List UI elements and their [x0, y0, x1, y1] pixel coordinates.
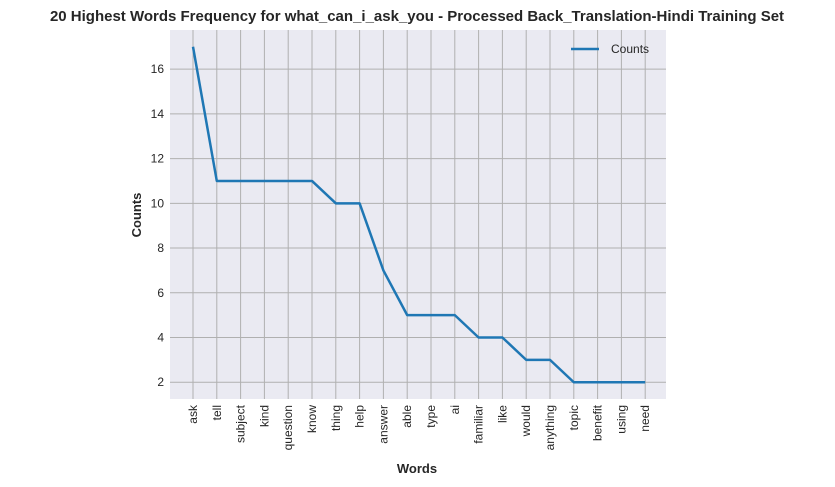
y-tick-label: 10	[151, 196, 165, 210]
x-axis-label: Words	[397, 461, 437, 476]
x-tick-label-help: help	[353, 405, 367, 428]
x-tick-label-benefit: benefit	[591, 404, 605, 441]
legend: Counts	[571, 42, 649, 56]
x-tick-label-ask: ask	[186, 404, 200, 424]
x-tick-label-need: need	[638, 405, 652, 432]
series-line-counts	[191, 46, 646, 384]
series-layer	[191, 46, 646, 384]
x-tick-label-subject: subject	[234, 404, 248, 443]
x-tick-label-familiar: familiar	[472, 405, 486, 444]
x-tick-label-tell: tell	[210, 405, 224, 420]
x-axis-ticks: ask tell subject kind question know thing help a…	[186, 404, 652, 450]
y-axis-label: Counts	[129, 193, 144, 238]
chart-title: 20 Highest Words Frequency for what_can_…	[50, 8, 784, 25]
x-tick-label-like: like	[495, 405, 509, 423]
y-tick-label: 14	[151, 107, 165, 121]
x-tick-label-thing: thing	[329, 405, 343, 431]
x-tick-label-using: using	[614, 405, 628, 434]
x-tick-label-would: would	[519, 405, 533, 437]
x-tick-label-question: question	[281, 405, 295, 450]
x-tick-label-type: type	[424, 405, 438, 428]
legend-label-counts: Counts	[611, 42, 649, 56]
y-tick-label: 16	[151, 62, 165, 76]
x-tick-label-know: know	[305, 405, 319, 433]
y-axis-ticks: 2 4 6 8 10 12 14 16	[151, 62, 165, 389]
y-tick-label: 6	[157, 286, 164, 300]
plot-area	[170, 30, 666, 399]
x-tick-label-topic: topic	[567, 405, 581, 430]
y-tick-label: 4	[157, 331, 164, 345]
x-tick-label-ai: ai	[448, 405, 462, 414]
y-tick-label: 8	[157, 241, 164, 255]
y-tick-label: 12	[151, 152, 165, 166]
y-tick-label: 2	[157, 375, 164, 389]
x-tick-label-answer: answer	[376, 405, 390, 444]
x-tick-label-able: able	[400, 405, 414, 428]
x-tick-label-anything: anything	[543, 405, 557, 450]
x-tick-label-kind: kind	[257, 405, 271, 427]
